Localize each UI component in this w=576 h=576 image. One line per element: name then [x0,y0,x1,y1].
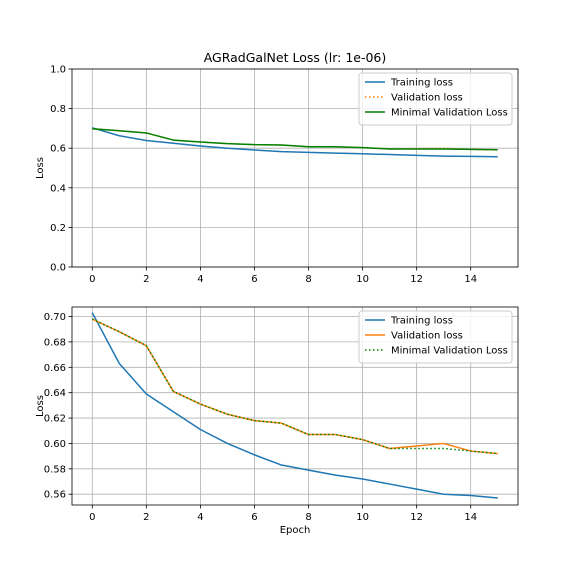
top-legend-label: Validation loss [391,93,463,104]
bottom-series-line-validation-loss [91,318,498,455]
top-x-tick-label: 2 [143,274,149,285]
bottom-x-tick-label: 14 [464,512,477,523]
top-plot-frame [71,68,519,268]
bottom-series-line-training-loss [91,312,498,499]
top-legend-label: Training loss [390,78,453,89]
bottom-legend-label: Minimal Validation Loss [391,346,508,357]
top-x-tick-label: 0 [89,274,95,285]
bottom-x-tick-label: 6 [251,512,257,523]
top-chart-title: AGRadGalNet Loss (lr: 1e-06) [204,50,387,65]
bottom-x-tick-label: 0 [89,512,95,523]
bottom-legend: Training loss Validation loss Minimal Vali… [358,310,513,364]
bottom-x-axis-label: Epoch [280,525,311,536]
top-x-tick-label: 4 [197,274,203,285]
top-legend-label: Minimal Validation Loss [391,108,508,119]
bottom-y-tick-label: 0.58 [44,464,66,475]
bottom-y-axis-label: Loss [35,395,46,417]
top-series-line-training-loss [92,127,498,158]
top-y-tick-label: 0.0 [50,263,66,274]
top-y-tick-label: 0.8 [50,104,66,115]
top-legend-box [358,72,513,126]
top-y-tick-label: 0.2 [50,223,66,234]
top-y-axis-label: Loss [35,157,46,179]
top-y-tick-label: 1.0 [50,65,66,76]
top-x-tick-label: 12 [410,274,423,285]
bottom-y-tick-label: 0.70 [44,312,66,323]
bottom-y-tick-label: 0.60 [44,439,66,450]
top-x-tick-label: 8 [305,274,311,285]
bottom-x-tick-label: 10 [356,512,369,523]
top-y-tick-label: 0.6 [50,144,66,155]
bottom-x-tick-label: 2 [143,512,149,523]
bottom-loss-chart: 0 2 4 6 8 10 12 14 0.56 0.58 0.60 0.62 0.64 0.66 0.68 0… [35,306,519,536]
bottom-y-tick-label: 0.62 [44,414,66,425]
bottom-y-tick-label: 0.56 [44,490,66,501]
bottom-legend-label: Validation loss [391,331,463,342]
bottom-y-tick-label: 0.64 [44,388,66,399]
top-x-tick-label: 6 [251,274,257,285]
bottom-legend-label: Training loss [390,316,453,327]
bottom-x-tick-label: 12 [410,512,423,523]
top-x-tick-label: 14 [464,274,477,285]
top-series-line-minimal-validation-loss [92,128,498,151]
bottom-legend-box [358,310,513,364]
bottom-x-tick-label: 8 [305,512,311,523]
bottom-x-tick-label: 4 [197,512,203,523]
top-legend: Training loss Validation loss Minimal Vali… [358,72,513,126]
top-y-tick-label: 0.4 [50,183,66,194]
bottom-plot-frame [71,306,519,506]
bottom-y-tick-label: 0.66 [44,363,66,374]
top-x-tick-label: 10 [356,274,369,285]
top-loss-chart: 0 2 4 6 8 10 12 14 0.0 0.2 0.4 0.6 0.8 1.0 AGRadGalNet… [35,50,519,285]
bottom-y-tick-label: 0.68 [44,337,66,348]
